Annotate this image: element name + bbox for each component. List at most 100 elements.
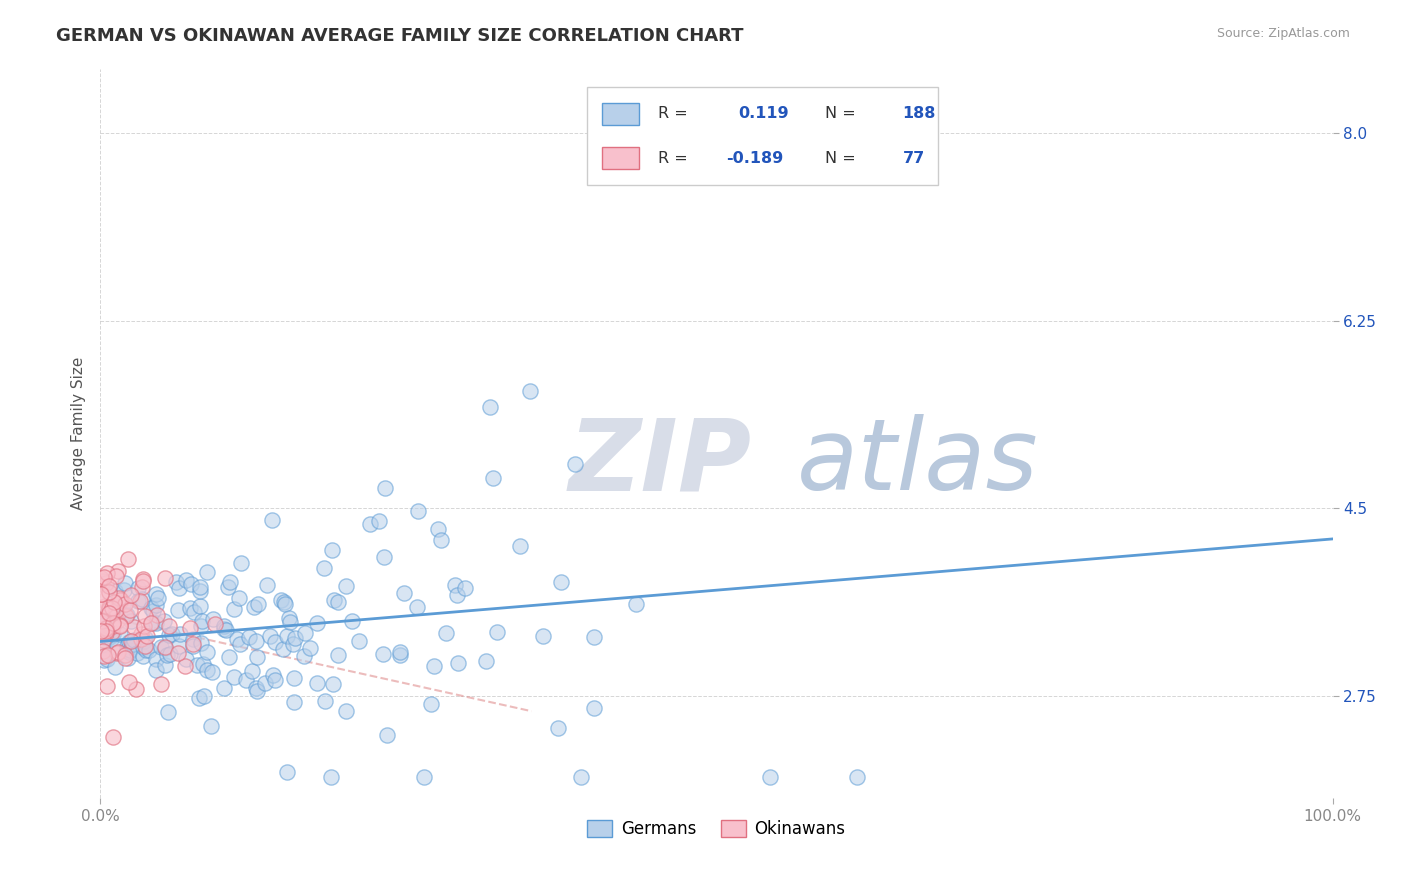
Point: [90, 587, 112, 601]
Point: [359, 516, 381, 531]
Point: [342, 614, 364, 628]
Point: [243, 599, 266, 614]
Point: [347, 634, 370, 648]
Point: [132, 572, 155, 586]
Point: [101, 618, 124, 632]
Point: [90, 600, 112, 615]
Bar: [602, 103, 638, 125]
Point: [145, 607, 167, 622]
Point: [475, 654, 498, 668]
Point: [264, 634, 287, 648]
Point: [335, 579, 357, 593]
Point: [134, 609, 156, 624]
Point: [97, 584, 120, 599]
Point: [132, 640, 155, 654]
Point: [187, 690, 209, 705]
Point: [134, 639, 156, 653]
Point: [118, 645, 141, 659]
Point: [107, 565, 129, 579]
Point: [214, 681, 236, 695]
Point: [145, 598, 167, 612]
Legend: Germans, Okinawans: Germans, Okinawans: [581, 813, 852, 845]
Point: [138, 643, 160, 657]
Point: [135, 642, 157, 657]
Point: [91, 615, 114, 629]
Point: [219, 575, 242, 590]
Point: [127, 594, 149, 608]
Point: [108, 619, 131, 633]
Point: [215, 623, 238, 637]
Point: [105, 646, 128, 660]
Point: [91, 574, 114, 588]
Point: [222, 670, 245, 684]
Point: [91, 614, 114, 628]
Point: [235, 673, 257, 687]
Point: [96, 566, 118, 581]
Text: Source: ZipAtlas.com: Source: ZipAtlas.com: [1216, 27, 1350, 40]
Text: atlas: atlas: [797, 414, 1038, 511]
Point: [97, 599, 120, 614]
Point: [90, 571, 112, 585]
Point: [271, 642, 294, 657]
Point: [114, 609, 136, 624]
Point: [212, 622, 235, 636]
Point: [112, 583, 135, 598]
Point: [91, 637, 114, 651]
Point: [256, 578, 278, 592]
Point: [93, 613, 115, 627]
Point: [759, 770, 782, 784]
Point: [108, 617, 131, 632]
Point: [179, 621, 201, 635]
Point: [509, 539, 531, 553]
Point: [93, 570, 115, 584]
Point: [101, 615, 124, 630]
Point: [167, 646, 190, 660]
Point: [200, 719, 222, 733]
Point: [374, 481, 396, 495]
Point: [105, 640, 128, 654]
Point: [368, 514, 391, 528]
Point: [91, 614, 114, 628]
Point: [157, 628, 180, 642]
Point: [156, 648, 179, 663]
Point: [110, 593, 132, 607]
Point: [108, 626, 131, 640]
Point: [388, 645, 411, 659]
Point: [131, 591, 153, 606]
Point: [422, 658, 444, 673]
Point: [190, 635, 212, 649]
Point: [131, 580, 153, 594]
Point: [846, 770, 869, 784]
Point: [314, 694, 336, 708]
Point: [149, 640, 172, 654]
Point: [247, 597, 270, 611]
Point: [569, 770, 592, 784]
Point: [101, 601, 124, 615]
Point: [443, 578, 465, 592]
Point: [94, 621, 117, 635]
Point: [305, 616, 328, 631]
Point: [120, 614, 142, 628]
Point: [115, 639, 138, 653]
Point: [165, 575, 187, 590]
Point: [167, 639, 190, 653]
Point: [98, 602, 121, 616]
Point: [188, 580, 211, 594]
Point: [134, 633, 156, 648]
Point: [145, 652, 167, 666]
Point: [270, 593, 292, 607]
Point: [283, 671, 305, 685]
Point: [212, 619, 235, 633]
Point: [217, 580, 239, 594]
Point: [101, 624, 124, 639]
Point: [882, 147, 904, 161]
Point: [292, 649, 315, 664]
Point: [104, 584, 127, 599]
Point: [263, 673, 285, 688]
Point: [156, 705, 179, 719]
Point: [105, 615, 128, 629]
Point: [97, 631, 120, 645]
Point: [112, 608, 135, 623]
Point: [108, 592, 131, 607]
Point: [118, 634, 141, 648]
